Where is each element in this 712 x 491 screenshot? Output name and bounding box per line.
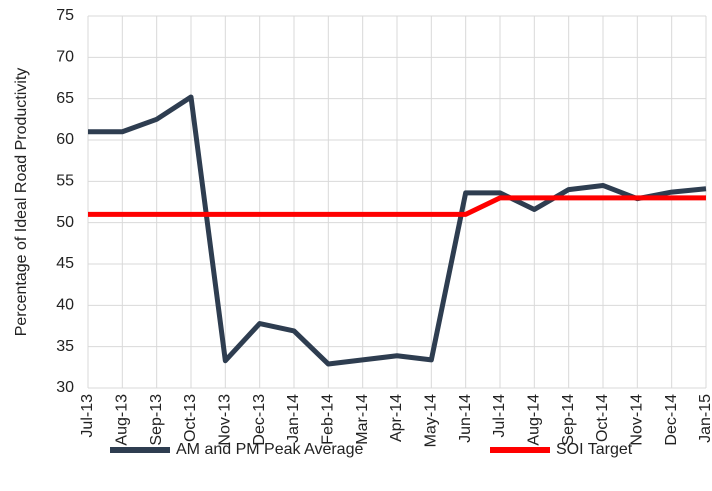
x-tick-label: Mar-14	[354, 394, 371, 445]
y-tick-label: 35	[56, 338, 74, 355]
x-tick-label: May-14	[423, 394, 440, 447]
y-tick-label: 50	[56, 214, 74, 231]
x-tick-label: Nov-14	[629, 394, 646, 446]
x-tick-label: Jun-14	[457, 394, 474, 443]
x-tick-label: Oct-13	[182, 394, 199, 442]
y-tick-label: 65	[56, 90, 74, 107]
x-tick-label: Jan-14	[285, 394, 302, 443]
y-tick-label: 60	[56, 131, 74, 148]
x-tick-label: Sep-13	[148, 394, 165, 446]
x-tick-label: Dec-13	[251, 394, 268, 446]
x-tick-label: Jul-14	[491, 394, 508, 438]
x-tick-label: Apr-14	[388, 394, 405, 442]
legend-label: SOI Target	[556, 441, 633, 458]
legend-label: AM and PM Peak Average	[176, 441, 363, 458]
x-tick-label: Aug-14	[526, 394, 543, 446]
x-tick-label: Feb-14	[320, 394, 337, 445]
y-axis-label: Percentage of Ideal Road Productivity	[13, 68, 30, 337]
y-tick-label: 75	[56, 7, 74, 24]
y-tick-label: 40	[56, 297, 74, 314]
y-tick-label: 55	[56, 173, 74, 190]
x-tick-label: Dec-14	[663, 394, 680, 446]
y-tick-label: 70	[56, 49, 74, 66]
x-tick-label: Jan-15	[697, 394, 712, 443]
x-tick-label: Sep-14	[560, 394, 577, 446]
x-tick-label: Nov-13	[217, 394, 234, 446]
y-tick-label: 45	[56, 255, 74, 272]
y-tick-label: 30	[56, 379, 74, 396]
series-line	[88, 94, 707, 367]
x-tick-label: Jul-13	[79, 394, 96, 438]
series-line	[88, 195, 706, 217]
x-tick-label: Aug-13	[114, 394, 131, 446]
x-tick-label: Oct-14	[594, 394, 611, 442]
